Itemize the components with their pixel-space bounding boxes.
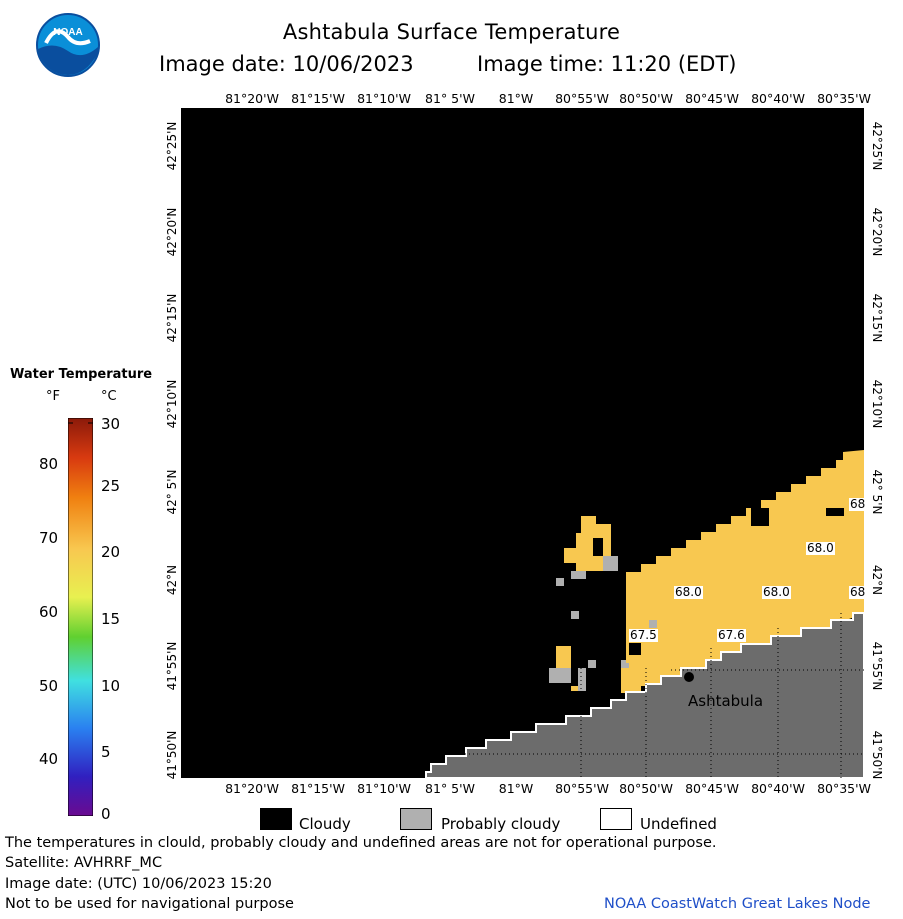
f-tick: 80	[39, 455, 59, 473]
lat-label: 42° 5'N	[870, 469, 884, 515]
lon-label: 80°55'W	[555, 91, 609, 106]
undefined-label: Undefined	[640, 815, 717, 833]
c-tick: 30	[101, 415, 121, 433]
lon-label: 80°45'W	[685, 781, 739, 796]
undefined-swatch	[600, 808, 632, 830]
lon-label: 81°10'W	[357, 781, 411, 796]
temp-value: 68.0	[806, 541, 835, 555]
lon-label: 81°20'W	[225, 91, 279, 106]
lat-label: 42°25'N	[165, 121, 179, 171]
temp-value: 68	[849, 585, 867, 599]
cloudy-label: Cloudy	[299, 815, 351, 833]
lon-label: 80°35'W	[817, 91, 871, 106]
lon-label: 80°40'W	[751, 91, 805, 106]
lon-label: 81°10'W	[357, 91, 411, 106]
c-tick: 10	[101, 677, 121, 695]
image-date: Image date: 10/06/2023	[159, 52, 414, 76]
lon-label: 80°40'W	[751, 781, 805, 796]
cloudy-swatch	[260, 808, 292, 830]
colorbar	[67, 417, 94, 817]
c-tick: 20	[101, 543, 121, 561]
c-tick: 5	[101, 743, 111, 761]
lat-label: 41°50'N	[870, 730, 884, 780]
probably-cloudy-swatch	[400, 808, 432, 830]
c-tick: 15	[101, 610, 121, 628]
lon-label: 81°15'W	[291, 91, 345, 106]
f-tick: 60	[39, 603, 59, 621]
lat-label: 42°25'N	[870, 121, 884, 171]
lon-label: 81°W	[498, 781, 534, 796]
lon-label: 81° 5'W	[425, 91, 475, 106]
ashtabula-marker	[684, 672, 694, 682]
f-tick: 50	[39, 677, 59, 695]
temp-value: 68.0	[762, 585, 791, 599]
lat-label: 42°20'N	[165, 207, 179, 257]
temp-value: 68.0	[674, 585, 703, 599]
footer-image-date: Image date: (UTC) 10/06/2023 15:20	[5, 876, 272, 892]
colorbar-title: Water Temperature	[10, 367, 153, 382]
land-area	[425, 612, 865, 779]
lon-label: 80°50'W	[619, 781, 673, 796]
temp-value: 67.6	[717, 628, 746, 642]
c-tick: 0	[101, 805, 111, 823]
f-tick: 70	[39, 529, 59, 547]
lon-label: 80°55'W	[555, 781, 609, 796]
lat-label: 42°N	[870, 564, 884, 596]
lon-label: 80°35'W	[817, 781, 871, 796]
probably-cloudy-label: Probably cloudy	[441, 815, 561, 833]
f-tick: 40	[39, 750, 59, 768]
lat-label: 42°N	[165, 564, 179, 596]
image-time: Image time: 11:20 (EDT)	[477, 52, 737, 76]
lat-label: 42° 5'N	[165, 469, 179, 515]
map-panel[interactable]: Ashtabula 68.0 68.0 68.0 67.5 67.6 68 68	[181, 108, 867, 779]
footer-satellite: Satellite: AVHRRF_MC	[5, 855, 163, 871]
footer-disclaimer: The temperatures in clould, probably clo…	[5, 835, 717, 851]
unit-c: °C	[101, 389, 117, 404]
lat-label: 42°15'N	[870, 293, 884, 343]
lat-label: 42°10'N	[870, 379, 884, 429]
lat-label: 41°55'N	[870, 641, 884, 691]
city-label: Ashtabula	[688, 692, 764, 710]
lon-label: 81° 5'W	[425, 781, 475, 796]
lon-label: 81°15'W	[291, 781, 345, 796]
footer-navigation-note: Not to be used for navigational purpose	[5, 896, 294, 912]
lat-label: 41°55'N	[165, 641, 179, 691]
lat-label: 42°15'N	[165, 293, 179, 343]
lon-label: 81°20'W	[225, 781, 279, 796]
lon-labels-bottom: 81°20'W 81°15'W 81°10'W 81° 5'W 81°W 80°…	[0, 781, 903, 797]
lon-labels-top: 81°20'W 81°15'W 81°10'W 81° 5'W 81°W 80°…	[0, 91, 903, 107]
noaa-logo: NOAA	[36, 13, 100, 77]
lat-label: 41°50'N	[165, 730, 179, 780]
lon-label: 81°W	[498, 91, 534, 106]
lat-label: 42°10'N	[165, 379, 179, 429]
lon-label: 80°45'W	[685, 91, 739, 106]
temp-value: 67.5	[629, 628, 658, 642]
graticule	[461, 613, 864, 778]
unit-f: °F	[46, 389, 60, 404]
map-title: Ashtabula Surface Temperature	[282, 20, 621, 44]
c-tick: 25	[101, 477, 121, 495]
noaa-logo-text: NOAA	[53, 27, 82, 38]
temp-value: 68	[849, 497, 867, 511]
lat-label: 42°20'N	[870, 207, 884, 257]
credit-link[interactable]: NOAA CoastWatch Great Lakes Node	[604, 896, 871, 912]
lon-label: 80°50'W	[619, 91, 673, 106]
